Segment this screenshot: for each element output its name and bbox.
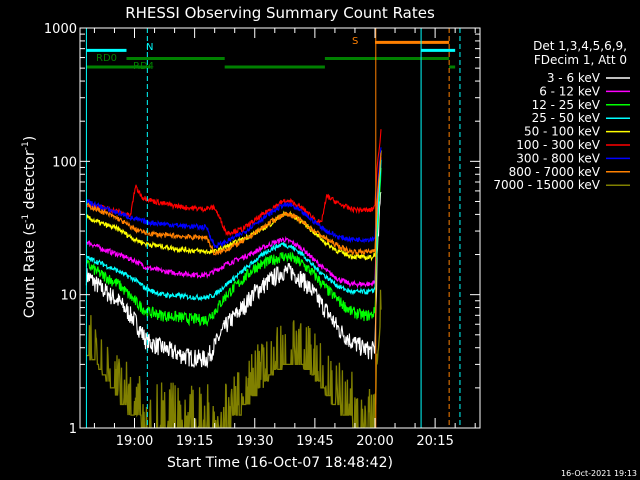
legend-header-line-2: FDecim 1, Att 0 <box>534 53 627 67</box>
y-tick-label-4: 1000 <box>44 22 77 37</box>
series-line-6 <box>85 129 382 237</box>
text-layer: RHESSI Observing Summary Count Rates Sta… <box>21 4 637 478</box>
legend-label-9: 7000 - 15000 keV <box>493 178 600 192</box>
y-axis-label-mid: detector <box>22 150 38 214</box>
series-line-3 <box>85 167 382 327</box>
x-tick-label-1: 19:00 <box>116 434 153 449</box>
legend-header-line-1: Det 1,3,4,5,6,9, <box>533 39 627 53</box>
series-line-4 <box>85 159 382 302</box>
data-layer <box>85 28 461 428</box>
legend-label-1: 3 - 6 keV <box>547 71 601 85</box>
y-axis-label-sup2: -1 <box>21 141 31 150</box>
plot-area <box>85 28 461 428</box>
series-line-8 <box>85 152 382 256</box>
y-axis-label-main: Count Rate (s <box>22 223 38 318</box>
series-3 <box>85 167 382 327</box>
legend-label-5: 50 - 100 keV <box>524 125 601 139</box>
chart-title: RHESSI Observing Summary Count Rates <box>125 4 435 22</box>
series-1 <box>85 191 382 369</box>
series-line-7 <box>86 147 382 249</box>
series-line-1 <box>85 191 382 369</box>
y-tick-label-3: 100 <box>52 155 77 170</box>
plot-frame <box>79 27 481 429</box>
x-tick-label-4: 19:45 <box>296 434 333 449</box>
series-6 <box>85 129 382 237</box>
legend-label-6: 100 - 300 keV <box>516 138 600 152</box>
y-tick-label-1: 1 <box>69 422 77 437</box>
series-line-2 <box>85 157 382 289</box>
footer-datestamp: 16-Oct-2021 19:13 <box>561 469 637 478</box>
x-axis-label: Start Time (16-Oct-07 18:48:42) <box>167 455 393 471</box>
flag-label-s: S <box>352 36 358 47</box>
legend-label-2: 6 - 12 keV <box>539 84 601 98</box>
flag-label-rd4: RD4 <box>133 61 154 72</box>
x-tick-label-6: 20:15 <box>416 434 453 449</box>
series-2 <box>85 157 382 289</box>
series-8 <box>85 152 382 256</box>
y-axis-label-end: ) <box>22 136 38 141</box>
legend-label-8: 800 - 7000 keV <box>509 165 601 179</box>
y-tick-label-2: 10 <box>60 289 77 304</box>
series-5 <box>85 150 382 262</box>
x-tick-label-2: 19:15 <box>176 434 213 449</box>
flag-label-rd0: RD0 <box>96 53 117 64</box>
series-line-5 <box>85 150 382 262</box>
x-tick-label-3: 19:30 <box>236 434 273 449</box>
x-tick-label-5: 20:00 <box>356 434 393 449</box>
series-line-9 <box>86 289 382 428</box>
y-axis-label-sup1: -1 <box>21 214 31 223</box>
legend-label-3: 12 - 25 keV <box>532 98 601 112</box>
series-9 <box>86 289 382 428</box>
series-7 <box>86 147 382 249</box>
series-4 <box>85 159 382 302</box>
axes-layer <box>79 27 481 429</box>
flag-label-n: N <box>146 42 153 53</box>
legend-label-7: 300 - 800 keV <box>516 151 600 165</box>
y-axis-label: Count Rate (s-1 detector-1) <box>21 136 38 318</box>
legend-label-4: 25 - 50 keV <box>532 111 601 125</box>
